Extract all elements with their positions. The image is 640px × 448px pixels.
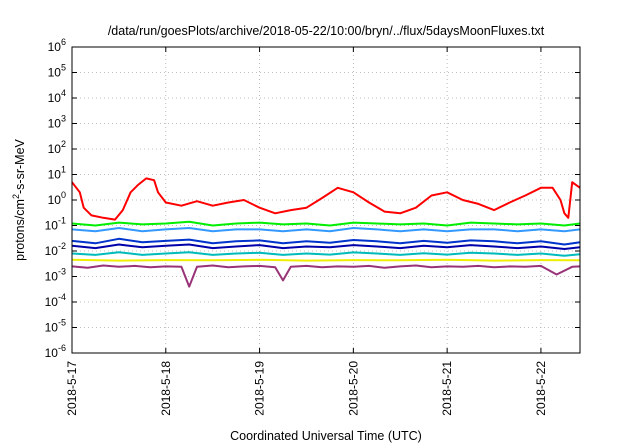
y-tick-label: 10-3 [45, 267, 66, 284]
y-tick-label: 104 [48, 88, 66, 105]
y-tick-label: 103 [48, 114, 66, 131]
series-line-1 [71, 177, 581, 221]
y-tick-label: 10-2 [45, 241, 66, 258]
y-axis-label-suffix: -s-sr-MeV [13, 138, 27, 194]
series-line-7 [71, 258, 581, 262]
x-tick-label: 2018-5-20 [346, 361, 360, 416]
series-line-8 [71, 264, 581, 288]
x-axis-label: Coordinated Universal Time (UTC) [230, 429, 422, 443]
series-line-5 [71, 243, 581, 250]
y-tick-label: 10-4 [45, 292, 66, 309]
y-tick-label: 10-6 [45, 343, 66, 360]
grid-lines [71, 46, 580, 354]
y-axis-label-prefix: protons/cm [13, 199, 27, 261]
y-tick-label: 106 [48, 37, 66, 54]
y-tick-label: 100 [48, 190, 66, 207]
series-line-2 [71, 220, 581, 227]
x-tick-label: 2018-5-19 [253, 361, 267, 416]
series-line-3 [71, 227, 581, 233]
series-layer [71, 177, 581, 288]
y-tick-label: 10-1 [45, 216, 66, 233]
series-line-6 [71, 251, 581, 257]
x-tick-label: 2018-5-18 [159, 361, 173, 416]
y-axis-ticks: 10-6 10-5 10-4 10-3 10-2 10-1 100 101 102 103 104 1… [45, 37, 580, 360]
y-tick-label: 10-5 [45, 318, 66, 335]
x-tick-label: 2018-5-22 [534, 361, 548, 416]
chart-title: /data/run/goesPlots/archive/2018-05-22/1… [108, 24, 545, 38]
y-tick-label: 101 [48, 165, 66, 182]
series-line-4 [71, 237, 581, 246]
y-tick-label: 105 [48, 63, 66, 80]
y-axis-label-sup: 2 [11, 194, 21, 199]
x-axis-ticks: 2018-5-17 2018-5-18 2018-5-19 2018-5-20 2018… [65, 47, 548, 416]
x-tick-label: 2018-5-17 [65, 361, 79, 416]
y-tick-label: 102 [48, 139, 66, 156]
y-axis-label: protons/cm2-s-sr-MeV [11, 138, 27, 260]
x-tick-label: 2018-5-21 [440, 361, 454, 416]
